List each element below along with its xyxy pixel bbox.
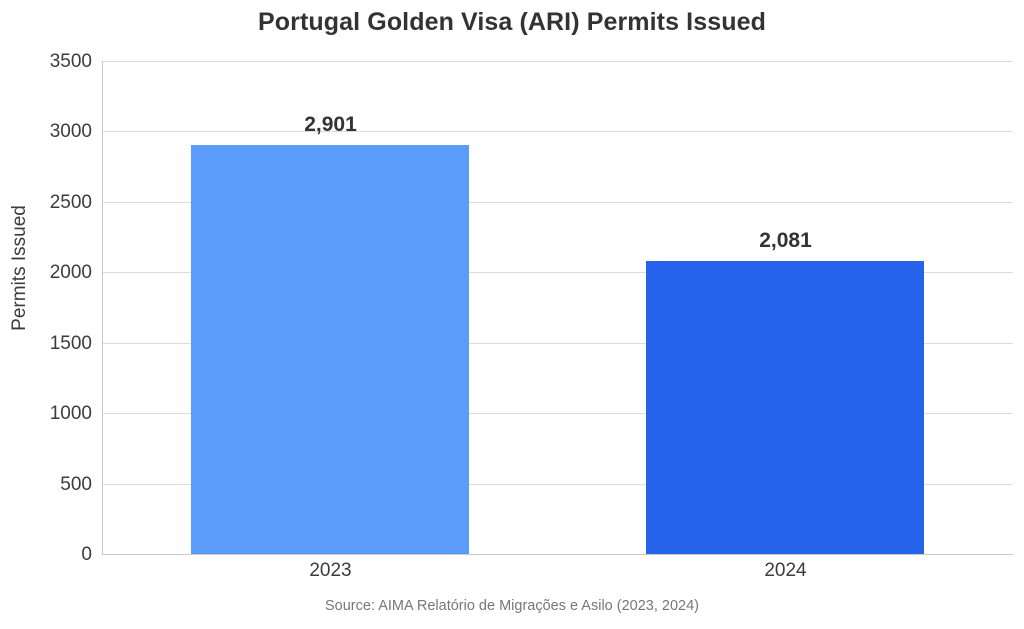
gridline — [103, 131, 1013, 133]
gridline — [103, 342, 1013, 344]
x-axis-line — [103, 554, 1013, 555]
bar-value-label-2023: 2,901 — [304, 113, 357, 137]
y-axis-line — [102, 61, 103, 555]
gridline — [103, 272, 1013, 274]
y-axis-tick-label: 3000 — [49, 121, 92, 143]
chart-title: Portugal Golden Visa (ARI) Permits Issue… — [258, 8, 766, 36]
x-axis-tick-label-2024: 2024 — [764, 560, 807, 581]
gridline — [103, 201, 1013, 203]
bar-2024[interactable] — [646, 260, 925, 554]
source-note: Source: AIMA Relatório de Migrações e As… — [325, 598, 699, 614]
y-axis-tick-label: 500 — [60, 473, 92, 495]
bar-value-label-2024: 2,081 — [759, 228, 812, 252]
bar-2023[interactable] — [191, 145, 470, 554]
gridline — [103, 483, 1013, 485]
x-axis-tick-label-2023: 2023 — [309, 560, 352, 581]
y-axis-tick-label: 1500 — [49, 332, 92, 354]
y-axis-tick-label: 3500 — [49, 51, 92, 72]
y-axis-tick-label: 0 — [81, 544, 92, 565]
y-axis-tick-label: 2000 — [49, 262, 92, 284]
gridline — [103, 61, 1013, 62]
y-axis-tick-label: 1000 — [49, 403, 92, 425]
gridline — [103, 413, 1013, 415]
y-axis-tick-label: 2500 — [49, 191, 92, 213]
plot-area — [103, 61, 1013, 555]
y-axis-tick-labels: 0 500 1000 1500 2000 2500 3000 3500 — [12, 52, 92, 564]
